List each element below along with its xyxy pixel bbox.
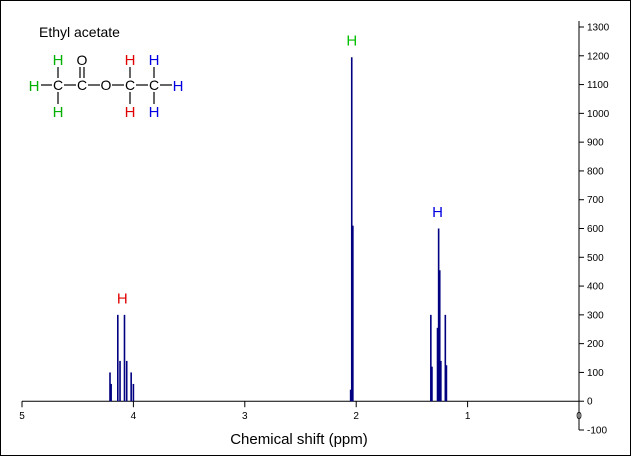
atom-c3: C [125, 77, 135, 93]
x-tick-label: 1 [465, 411, 471, 422]
atom-o-double: O [77, 52, 88, 68]
x-tick-label: 3 [242, 411, 248, 422]
y-tick-label: 200 [587, 339, 604, 350]
peak-annotation-label: H [432, 204, 443, 221]
y-tick-label: 1000 [587, 109, 610, 120]
atom-c4: C [149, 77, 159, 93]
y-tick-label: 1200 [587, 51, 610, 62]
x-tick-label: 2 [353, 411, 359, 422]
atom-h-left: H [29, 78, 40, 95]
atom-h-top1: H [53, 52, 64, 69]
molecule-structure: Ethyl acetate H C H [29, 24, 184, 121]
y-tick-label: 500 [587, 253, 604, 264]
atom-h-bot3: H [125, 104, 136, 121]
y-tick-label: 600 [587, 224, 604, 235]
atom-h-bot4: H [149, 104, 160, 121]
peak-annotation-label: H [346, 33, 357, 50]
atom-h-top3: H [125, 52, 136, 69]
peak-annotations: HHH [117, 33, 443, 308]
atom-c2: C [77, 77, 87, 93]
x-tick-label: 0 [576, 411, 582, 422]
x-tick-label: 5 [19, 411, 25, 422]
axes: 5 4 3 2 1 01300120011001000900800700600500400… [19, 21, 610, 437]
bond-lines [41, 67, 172, 104]
peak-annotation-label: H [117, 290, 128, 307]
atom-o-ester: O [101, 77, 112, 93]
y-tick-label: 1100 [587, 80, 609, 91]
y-tick-label: 300 [587, 310, 604, 321]
atom-h-right: H [173, 78, 184, 95]
atom-h-top4: H [149, 52, 160, 69]
y-tick-label: 800 [587, 166, 604, 177]
y-tick-label: 0 [587, 397, 593, 408]
atom-c1: C [53, 77, 63, 93]
y-tick-label: 700 [587, 195, 604, 206]
y-tick-label: -100 [587, 426, 607, 437]
atom-h-bot1: H [53, 104, 64, 121]
y-tick-label: 900 [587, 138, 604, 149]
peak-lines [109, 57, 448, 402]
x-axis-title: Chemical shift (ppm) [230, 431, 368, 448]
y-tick-label: 1300 [587, 23, 610, 34]
molecule-name: Ethyl acetate [39, 24, 120, 40]
x-tick-label: 4 [131, 411, 137, 422]
y-tick-label: 100 [587, 368, 604, 379]
y-tick-label: 400 [587, 282, 604, 293]
